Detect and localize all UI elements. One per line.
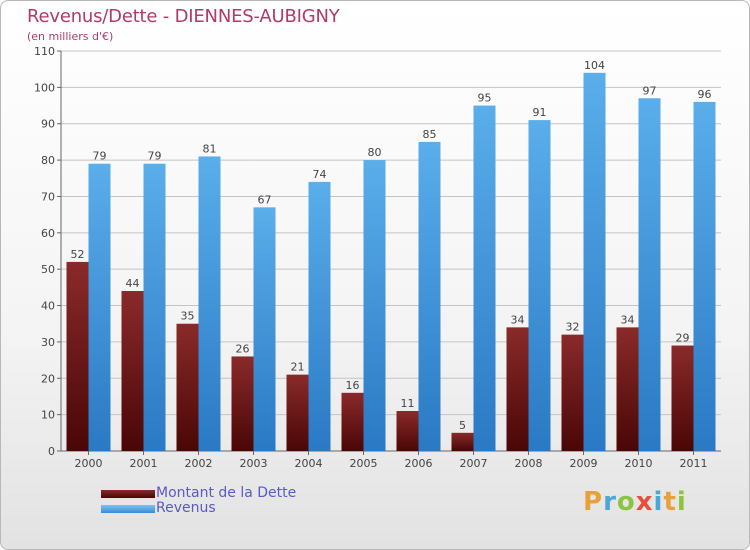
- x-tick-label-2004: 2004: [295, 457, 323, 470]
- data-label-revenus-2011: 96: [698, 88, 712, 101]
- data-label-revenus-2009: 104: [584, 59, 605, 72]
- data-label-debt-2007: 5: [459, 419, 466, 432]
- data-label-revenus-2004: 74: [313, 168, 327, 181]
- y-tick-label-100: 100: [34, 81, 55, 94]
- data-label-debt-2004: 21: [291, 361, 305, 374]
- bar-revenus-2003: [253, 207, 276, 451]
- logo-letter: o: [616, 487, 636, 517]
- bar-revenus-2011: [693, 101, 716, 451]
- y-tick-label-20: 20: [41, 372, 55, 385]
- chart-subtitle: (en milliers d'€): [27, 30, 114, 43]
- bar-revenus-2007: [473, 105, 496, 451]
- data-label-revenus-2008: 91: [533, 106, 547, 119]
- bar-revenus-2008: [528, 120, 551, 451]
- y-tick-label-30: 30: [41, 336, 55, 349]
- bar-revenus-2002: [198, 156, 221, 452]
- bar-revenus-2009: [583, 72, 606, 452]
- bar-revenus-2006: [418, 141, 441, 451]
- x-tick-label-2001: 2001: [130, 457, 158, 470]
- data-label-revenus-2010: 97: [643, 84, 657, 97]
- bar-debt-2005: [341, 392, 364, 451]
- data-label-revenus-2005: 80: [368, 146, 382, 159]
- logo-letter: x: [635, 487, 654, 517]
- x-tick-label-2011: 2011: [680, 457, 708, 470]
- x-tick-label-2000: 2000: [75, 457, 103, 470]
- legend-swatch-revenus: [101, 505, 155, 513]
- data-label-debt-2010: 34: [621, 313, 635, 326]
- y-tick-label-90: 90: [41, 118, 55, 131]
- x-tick-label-2006: 2006: [405, 457, 433, 470]
- legend-label-revenus: Revenus: [156, 500, 216, 516]
- data-label-revenus-2003: 67: [258, 193, 272, 206]
- bar-debt-2001: [121, 291, 144, 451]
- bar-debt-2011: [671, 345, 694, 451]
- legend-label-debt: Montant de la Dette: [156, 485, 297, 501]
- y-tick-label-70: 70: [41, 190, 55, 203]
- data-label-debt-2005: 16: [346, 379, 360, 392]
- data-label-revenus-2000: 79: [93, 150, 107, 163]
- logo-letter: i: [676, 487, 687, 517]
- bar-revenus-2004: [308, 181, 331, 451]
- y-tick-label-10: 10: [41, 409, 55, 422]
- bar-debt-2002: [176, 323, 199, 451]
- data-label-debt-2006: 11: [401, 397, 415, 410]
- data-label-debt-2011: 29: [676, 332, 690, 345]
- data-label-debt-2008: 34: [511, 313, 525, 326]
- bar-debt-2006: [396, 411, 419, 451]
- y-tick-label-50: 50: [41, 263, 55, 276]
- y-tick-label-110: 110: [34, 45, 55, 58]
- bar-debt-2000: [66, 261, 89, 451]
- chart-title: Revenus/Dette - DIENNES-AUBIGNY: [27, 6, 340, 27]
- legend-swatch-debt: [101, 490, 155, 498]
- y-tick-label-0: 0: [48, 445, 55, 458]
- x-tick-label-2003: 2003: [240, 457, 268, 470]
- bar-debt-2004: [286, 374, 309, 451]
- bar-revenus-2005: [363, 160, 386, 451]
- bar-debt-2008: [506, 327, 529, 451]
- data-label-revenus-2007: 95: [478, 92, 492, 105]
- data-label-debt-2003: 26: [236, 342, 250, 355]
- x-tick-label-2005: 2005: [350, 457, 378, 470]
- x-tick-label-2009: 2009: [570, 457, 598, 470]
- y-tick-label-40: 40: [41, 300, 55, 313]
- bar-revenus-2001: [143, 163, 166, 451]
- bar-debt-2009: [561, 334, 584, 451]
- x-tick-label-2007: 2007: [460, 457, 488, 470]
- bar-debt-2010: [616, 327, 639, 451]
- proxiti-logo: Proxiti: [583, 487, 687, 517]
- bar-debt-2003: [231, 356, 254, 451]
- x-tick-label-2002: 2002: [185, 457, 213, 470]
- logo-letter: t: [663, 487, 677, 517]
- bar-debt-2007: [451, 432, 474, 451]
- data-label-debt-2009: 32: [566, 321, 580, 334]
- data-label-revenus-2002: 81: [203, 142, 217, 155]
- logo-letter: i: [653, 487, 664, 517]
- x-tick-label-2008: 2008: [515, 457, 543, 470]
- data-label-debt-2002: 35: [181, 310, 195, 323]
- data-label-debt-2000: 52: [71, 248, 85, 261]
- y-tick-label-80: 80: [41, 154, 55, 167]
- logo-letter: r: [603, 487, 617, 517]
- y-tick-label-60: 60: [41, 227, 55, 240]
- data-label-revenus-2001: 79: [148, 150, 162, 163]
- logo-letter: P: [583, 487, 604, 517]
- data-label-debt-2001: 44: [126, 277, 140, 290]
- bar-revenus-2000: [88, 163, 111, 451]
- x-tick-label-2010: 2010: [625, 457, 653, 470]
- data-label-revenus-2006: 85: [423, 128, 437, 141]
- bar-revenus-2010: [638, 98, 661, 451]
